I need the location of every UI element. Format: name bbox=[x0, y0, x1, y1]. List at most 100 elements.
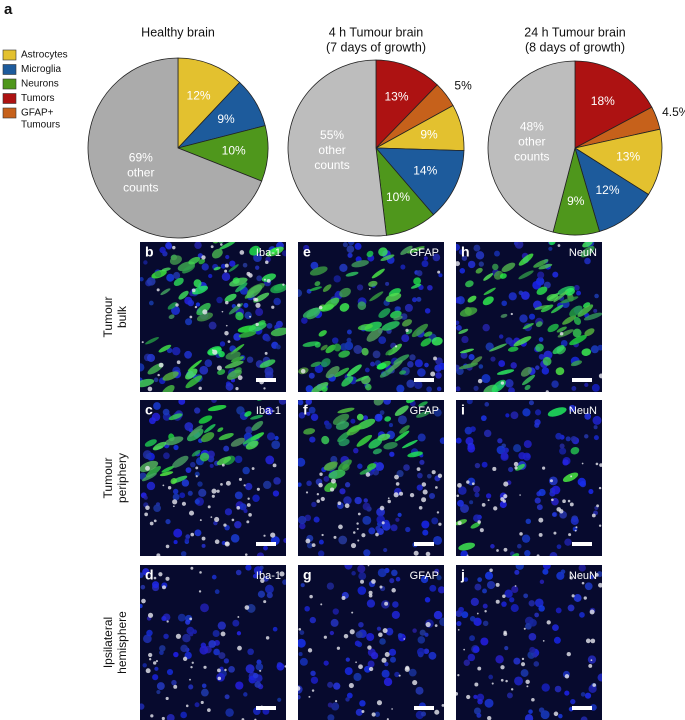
speck bbox=[330, 487, 335, 492]
nucleus bbox=[459, 268, 466, 274]
speck bbox=[308, 695, 311, 698]
nucleus bbox=[303, 244, 310, 251]
nucleus bbox=[153, 402, 161, 410]
speck bbox=[376, 700, 383, 706]
speck bbox=[598, 582, 602, 588]
nucleus bbox=[229, 260, 236, 267]
nucleus bbox=[187, 490, 193, 496]
nucleus bbox=[323, 476, 330, 482]
cell bbox=[332, 413, 350, 425]
nucleus bbox=[538, 605, 545, 612]
nucleus bbox=[593, 435, 599, 441]
speck bbox=[403, 638, 406, 640]
nucleus bbox=[333, 682, 341, 690]
speck bbox=[355, 661, 357, 664]
speck bbox=[207, 505, 211, 509]
nucleus bbox=[519, 314, 528, 323]
nucleus bbox=[559, 443, 565, 449]
speck bbox=[562, 499, 566, 504]
nucleus bbox=[510, 362, 517, 369]
cell bbox=[548, 242, 556, 246]
speck bbox=[598, 486, 602, 490]
speck bbox=[409, 492, 415, 498]
speck bbox=[165, 544, 170, 549]
nucleus bbox=[456, 386, 461, 392]
speck bbox=[495, 599, 500, 604]
nucleus bbox=[436, 575, 442, 581]
nucleus bbox=[565, 436, 571, 442]
legend-label: Astrocytes bbox=[21, 50, 68, 61]
speck bbox=[471, 482, 475, 486]
panel-letter: g bbox=[303, 567, 312, 583]
nucleus bbox=[346, 337, 352, 343]
data-label: 14% bbox=[413, 164, 437, 178]
nucleus bbox=[272, 626, 278, 632]
speck bbox=[545, 390, 549, 392]
nucleus bbox=[408, 668, 417, 677]
cell bbox=[186, 428, 204, 442]
speck bbox=[330, 478, 336, 484]
cell bbox=[483, 273, 494, 281]
cell bbox=[338, 350, 350, 358]
speck bbox=[466, 554, 469, 556]
nucleus bbox=[497, 438, 503, 444]
speck bbox=[144, 512, 148, 517]
speck bbox=[224, 668, 227, 672]
nucleus bbox=[247, 648, 254, 656]
cell bbox=[173, 277, 184, 287]
speck bbox=[418, 505, 423, 510]
speck bbox=[493, 506, 498, 511]
speck bbox=[190, 665, 193, 669]
nucleus bbox=[370, 651, 379, 660]
nucleus bbox=[224, 508, 233, 516]
row-label: Tumourbulk bbox=[101, 297, 129, 338]
speck bbox=[553, 531, 557, 535]
nucleus bbox=[392, 601, 399, 608]
cell bbox=[542, 356, 552, 366]
nucleus bbox=[484, 698, 494, 708]
cell bbox=[226, 369, 242, 380]
speck bbox=[318, 305, 323, 310]
speck bbox=[199, 519, 202, 522]
speck bbox=[457, 674, 460, 677]
nucleus bbox=[467, 260, 476, 269]
cell bbox=[555, 367, 565, 376]
nucleus bbox=[277, 697, 282, 702]
cell bbox=[365, 383, 372, 391]
nucleus bbox=[153, 377, 159, 383]
nucleus bbox=[576, 290, 582, 296]
speck bbox=[316, 493, 320, 496]
stain-label: NeuN bbox=[569, 247, 597, 259]
nucleus bbox=[429, 492, 436, 500]
micrograph bbox=[140, 242, 286, 392]
nucleus bbox=[438, 273, 443, 278]
nucleus bbox=[211, 574, 217, 580]
nucleus bbox=[344, 482, 351, 488]
speck bbox=[224, 541, 230, 547]
nucleus bbox=[500, 452, 509, 460]
nucleus bbox=[473, 514, 481, 523]
cell bbox=[423, 331, 433, 337]
speck bbox=[379, 505, 385, 511]
speck bbox=[456, 692, 459, 696]
speck bbox=[353, 531, 356, 534]
nucleus bbox=[180, 644, 188, 653]
row-label-line: Ipsilateral bbox=[101, 617, 115, 668]
speck bbox=[437, 270, 441, 274]
speck bbox=[590, 638, 596, 644]
nucleus bbox=[476, 713, 482, 718]
nucleus bbox=[278, 400, 286, 405]
speck bbox=[249, 315, 252, 318]
cell bbox=[356, 434, 373, 447]
speck bbox=[227, 340, 231, 343]
speck bbox=[298, 686, 301, 691]
cell bbox=[302, 307, 320, 318]
nucleus bbox=[310, 261, 319, 270]
cell bbox=[270, 283, 286, 294]
nucleus bbox=[306, 542, 313, 549]
data-label: 9% bbox=[420, 127, 438, 141]
speck bbox=[564, 674, 570, 679]
speck bbox=[484, 610, 487, 613]
nucleus bbox=[567, 604, 575, 612]
nucleus bbox=[415, 686, 424, 695]
